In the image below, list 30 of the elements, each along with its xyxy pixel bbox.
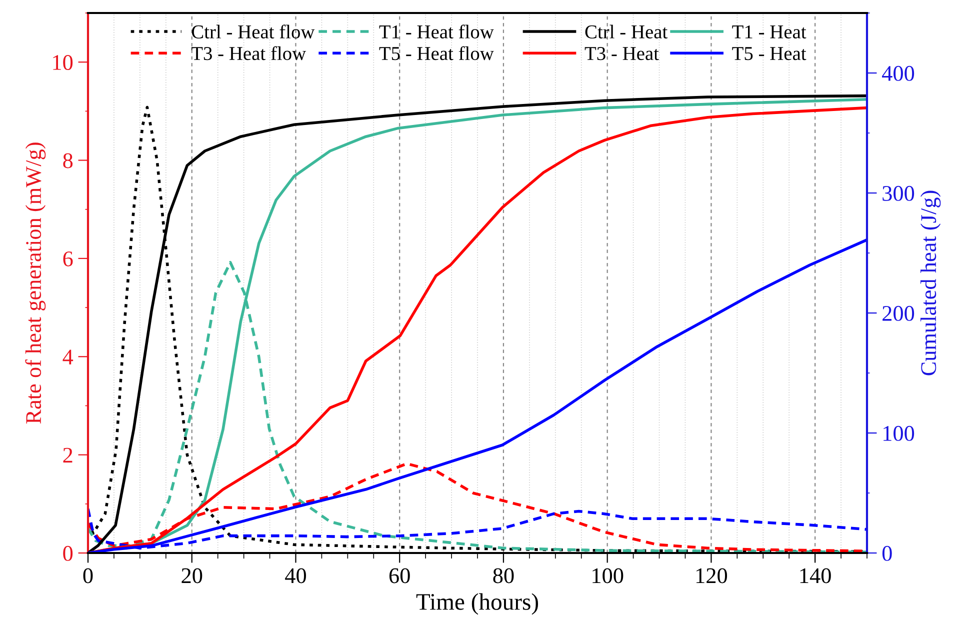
y-tick-label: 10 bbox=[53, 55, 73, 70]
y-axis-title: Rate of heat generation (mW/g) bbox=[25, 142, 46, 424]
y2-tick-label: 200 bbox=[882, 306, 914, 321]
x-tick-label: 40 bbox=[285, 568, 306, 584]
y2-tick-label: 400 bbox=[882, 66, 914, 81]
x-tick-label: 140 bbox=[800, 568, 831, 584]
x-tick-label: 0 bbox=[83, 568, 93, 584]
y-tick-label: 4 bbox=[62, 350, 74, 364]
y2-tick-label: 300 bbox=[882, 186, 914, 201]
legend-label: T5 - Heat flow bbox=[379, 46, 494, 60]
y-tick-label: 0 bbox=[63, 546, 73, 561]
legend-label: Ctrl - Heat flow bbox=[192, 24, 315, 38]
x-tick-label: 60 bbox=[389, 568, 410, 584]
x-tick-label: 100 bbox=[592, 568, 624, 584]
legend-label: Ctrl - Heat bbox=[585, 24, 668, 38]
y-tick-label: 6 bbox=[63, 251, 73, 266]
x-axis-title: Time (hours) bbox=[416, 593, 538, 615]
legend-label: T3 - Heat bbox=[584, 47, 659, 60]
legend-label: T5 - Heat bbox=[732, 47, 806, 60]
legend-label: T3 - Heat flow bbox=[191, 46, 306, 60]
y2-axis-title: Cumulated heat (J/g) bbox=[920, 190, 941, 376]
legend-label: T1 - Heat flow bbox=[379, 24, 494, 38]
x-tick-label: 120 bbox=[696, 568, 728, 584]
y2-tick-label: 0 bbox=[882, 546, 892, 561]
y2-tick-label: 100 bbox=[884, 426, 914, 441]
x-tick-label: 80 bbox=[493, 568, 514, 584]
legend-label: T1 - Heat bbox=[732, 25, 806, 38]
y-tick-label: 2 bbox=[63, 448, 72, 463]
x-tick-label: 20 bbox=[182, 568, 202, 584]
y-tick-label: 8 bbox=[63, 153, 73, 168]
